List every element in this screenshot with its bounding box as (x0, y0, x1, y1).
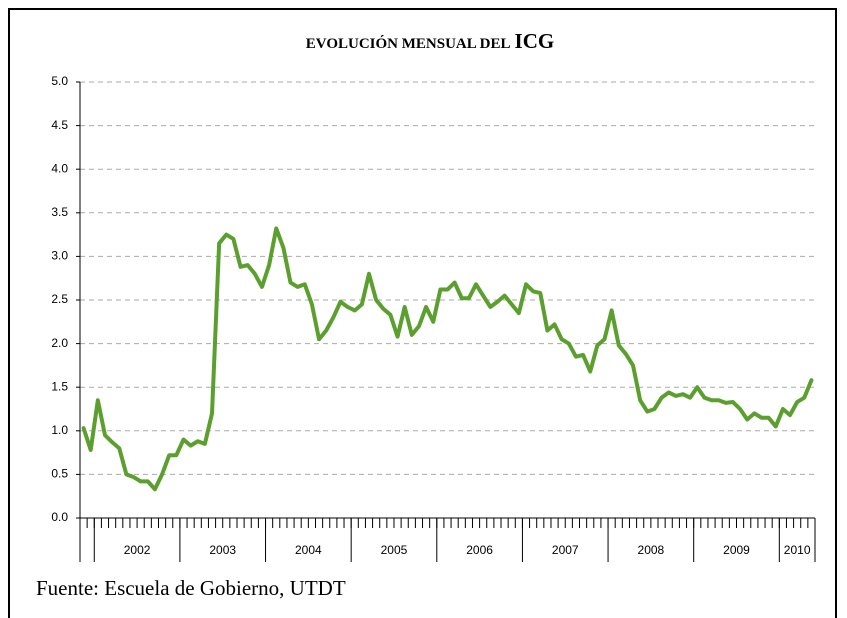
year-label: 2008 (638, 543, 665, 557)
year-label: 2005 (381, 543, 408, 557)
year-label: 2003 (209, 543, 236, 557)
y-tick-label: 0.5 (51, 467, 68, 481)
y-tick-label: 0.0 (51, 510, 68, 524)
source-note: Fuente: Escuela de Gobierno, UTDT (36, 576, 346, 600)
y-tick-label: 2.0 (51, 336, 68, 350)
y-tick-label: 4.5 (51, 118, 68, 132)
y-tick-label: 4.0 (51, 161, 68, 175)
y-tick-label: 3.0 (51, 249, 68, 263)
title-text: EVOLUCIÓN MENSUAL DEL (306, 35, 511, 52)
year-label: 2004 (295, 543, 322, 557)
data-line (81, 226, 814, 492)
year-label: 2006 (466, 543, 493, 557)
title-emphasis: ICG (515, 29, 555, 53)
year-label: 2002 (124, 543, 151, 557)
y-tick-label: 5.0 (51, 74, 68, 88)
y-tick-label: 3.5 (51, 205, 68, 219)
year-label: 2010 (784, 543, 811, 557)
y-tick-label: 1.0 (51, 423, 68, 437)
chart-title: EVOLUCIÓN MENSUAL DEL ICG (306, 29, 554, 53)
frame (8, 8, 837, 618)
y-tick-label: 2.5 (51, 292, 68, 306)
year-label: 2009 (723, 543, 750, 557)
year-label: 2007 (552, 543, 579, 557)
y-tick-label: 1.5 (51, 379, 68, 393)
